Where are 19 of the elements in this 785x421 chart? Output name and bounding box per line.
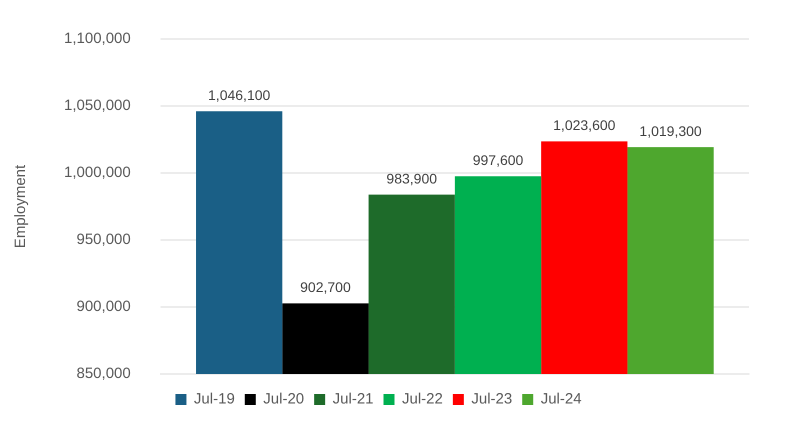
legend-label: Jul-19 (194, 390, 235, 408)
y-tick-label: 1,000,000 (64, 164, 131, 182)
y-tick-label: 1,050,000 (64, 97, 131, 114)
data-label: 902,700 (300, 279, 351, 296)
y-tick-label: 1,100,000 (64, 30, 131, 48)
data-label: 1,019,300 (639, 122, 702, 139)
legend-label: Jul-23 (471, 390, 512, 408)
data-label: 1,023,600 (553, 117, 616, 134)
legend-label: Jul-24 (540, 390, 582, 408)
data-label: 983,900 (386, 170, 438, 186)
legend-label: Jul-20 (263, 390, 304, 408)
data-label: 997,600 (472, 152, 524, 168)
y-tick-label: 950,000 (76, 231, 131, 248)
y-tick-label: 900,000 (76, 298, 131, 316)
legend-label: Jul-21 (332, 390, 374, 408)
y-tick-label: 850,000 (76, 365, 131, 382)
y-axis-title: Employment (12, 164, 30, 248)
legend-label: Jul-22 (402, 390, 443, 408)
data-label: 1,046,100 (208, 87, 271, 104)
